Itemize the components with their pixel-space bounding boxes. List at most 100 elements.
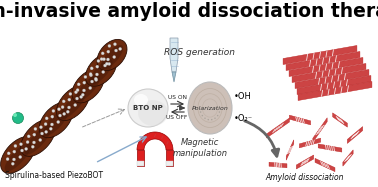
Ellipse shape	[76, 75, 100, 101]
Polygon shape	[313, 118, 327, 142]
Polygon shape	[333, 113, 347, 127]
Ellipse shape	[14, 144, 17, 147]
Ellipse shape	[13, 113, 17, 117]
Ellipse shape	[66, 110, 69, 113]
Ellipse shape	[138, 100, 168, 126]
Ellipse shape	[101, 45, 123, 69]
Ellipse shape	[60, 91, 86, 119]
Ellipse shape	[13, 150, 16, 153]
Ellipse shape	[89, 87, 92, 90]
Ellipse shape	[128, 89, 168, 127]
Polygon shape	[266, 118, 290, 138]
Bar	[166, 161, 173, 166]
Ellipse shape	[45, 117, 48, 120]
Ellipse shape	[211, 119, 212, 120]
Text: Polarization: Polarization	[192, 105, 228, 111]
Ellipse shape	[89, 59, 113, 85]
Ellipse shape	[27, 135, 30, 138]
Polygon shape	[347, 127, 363, 143]
Bar	[137, 150, 144, 166]
Ellipse shape	[104, 64, 107, 67]
Ellipse shape	[81, 93, 84, 96]
Ellipse shape	[12, 113, 23, 123]
Ellipse shape	[19, 156, 22, 159]
Ellipse shape	[39, 139, 42, 142]
Ellipse shape	[90, 67, 93, 70]
Ellipse shape	[74, 104, 77, 107]
Polygon shape	[286, 140, 294, 160]
Ellipse shape	[59, 114, 62, 117]
Ellipse shape	[108, 62, 111, 65]
Polygon shape	[269, 162, 287, 168]
Ellipse shape	[26, 141, 29, 144]
Ellipse shape	[11, 162, 14, 165]
Ellipse shape	[51, 115, 54, 118]
Ellipse shape	[115, 49, 118, 52]
Ellipse shape	[134, 94, 148, 106]
Ellipse shape	[25, 147, 28, 150]
Ellipse shape	[39, 102, 73, 138]
Ellipse shape	[108, 45, 111, 47]
Ellipse shape	[77, 83, 80, 86]
Ellipse shape	[90, 74, 93, 77]
Ellipse shape	[85, 54, 116, 86]
Ellipse shape	[113, 43, 116, 46]
Ellipse shape	[20, 143, 22, 146]
Ellipse shape	[80, 95, 83, 98]
Ellipse shape	[52, 109, 55, 112]
Ellipse shape	[96, 73, 99, 76]
Ellipse shape	[94, 78, 98, 81]
Ellipse shape	[97, 59, 100, 62]
Ellipse shape	[76, 89, 79, 92]
Text: BTO NP: BTO NP	[133, 105, 163, 111]
Ellipse shape	[43, 108, 69, 136]
Ellipse shape	[94, 77, 97, 80]
Ellipse shape	[56, 85, 90, 121]
Ellipse shape	[102, 70, 105, 73]
Polygon shape	[170, 38, 178, 72]
Ellipse shape	[113, 56, 116, 59]
Ellipse shape	[107, 50, 110, 53]
Polygon shape	[299, 138, 321, 148]
Polygon shape	[289, 57, 363, 76]
Polygon shape	[297, 76, 371, 94]
Polygon shape	[292, 64, 366, 82]
Polygon shape	[298, 82, 372, 100]
Ellipse shape	[102, 58, 105, 61]
Text: Amyloid dissociation: Amyloid dissociation	[266, 174, 344, 183]
Ellipse shape	[5, 142, 31, 171]
Text: •O₂⁻: •O₂⁻	[234, 114, 253, 122]
Ellipse shape	[76, 97, 79, 100]
Ellipse shape	[204, 117, 206, 119]
Polygon shape	[137, 132, 173, 150]
Ellipse shape	[217, 115, 218, 116]
Ellipse shape	[100, 58, 103, 61]
Ellipse shape	[101, 52, 104, 55]
Ellipse shape	[72, 69, 104, 103]
Polygon shape	[295, 70, 369, 88]
Ellipse shape	[49, 127, 52, 130]
Polygon shape	[315, 158, 335, 172]
Ellipse shape	[51, 123, 53, 126]
Ellipse shape	[6, 158, 9, 161]
Ellipse shape	[34, 127, 37, 130]
Ellipse shape	[68, 106, 70, 109]
Ellipse shape	[31, 145, 34, 148]
Text: US OFF: US OFF	[166, 115, 187, 120]
Ellipse shape	[82, 89, 85, 92]
Ellipse shape	[25, 125, 51, 154]
Ellipse shape	[208, 119, 209, 120]
Ellipse shape	[97, 39, 127, 71]
Text: Magnetic
manipulation: Magnetic manipulation	[172, 138, 228, 158]
Ellipse shape	[188, 82, 232, 134]
Ellipse shape	[74, 91, 77, 94]
Ellipse shape	[90, 80, 93, 83]
Bar	[166, 150, 173, 166]
Ellipse shape	[20, 149, 23, 152]
Ellipse shape	[119, 47, 122, 50]
Ellipse shape	[84, 75, 87, 78]
Text: Non-invasive amyloid dissociation therapy: Non-invasive amyloid dissociation therap…	[0, 1, 378, 21]
Ellipse shape	[45, 130, 48, 133]
Ellipse shape	[107, 58, 110, 61]
Polygon shape	[318, 144, 342, 152]
